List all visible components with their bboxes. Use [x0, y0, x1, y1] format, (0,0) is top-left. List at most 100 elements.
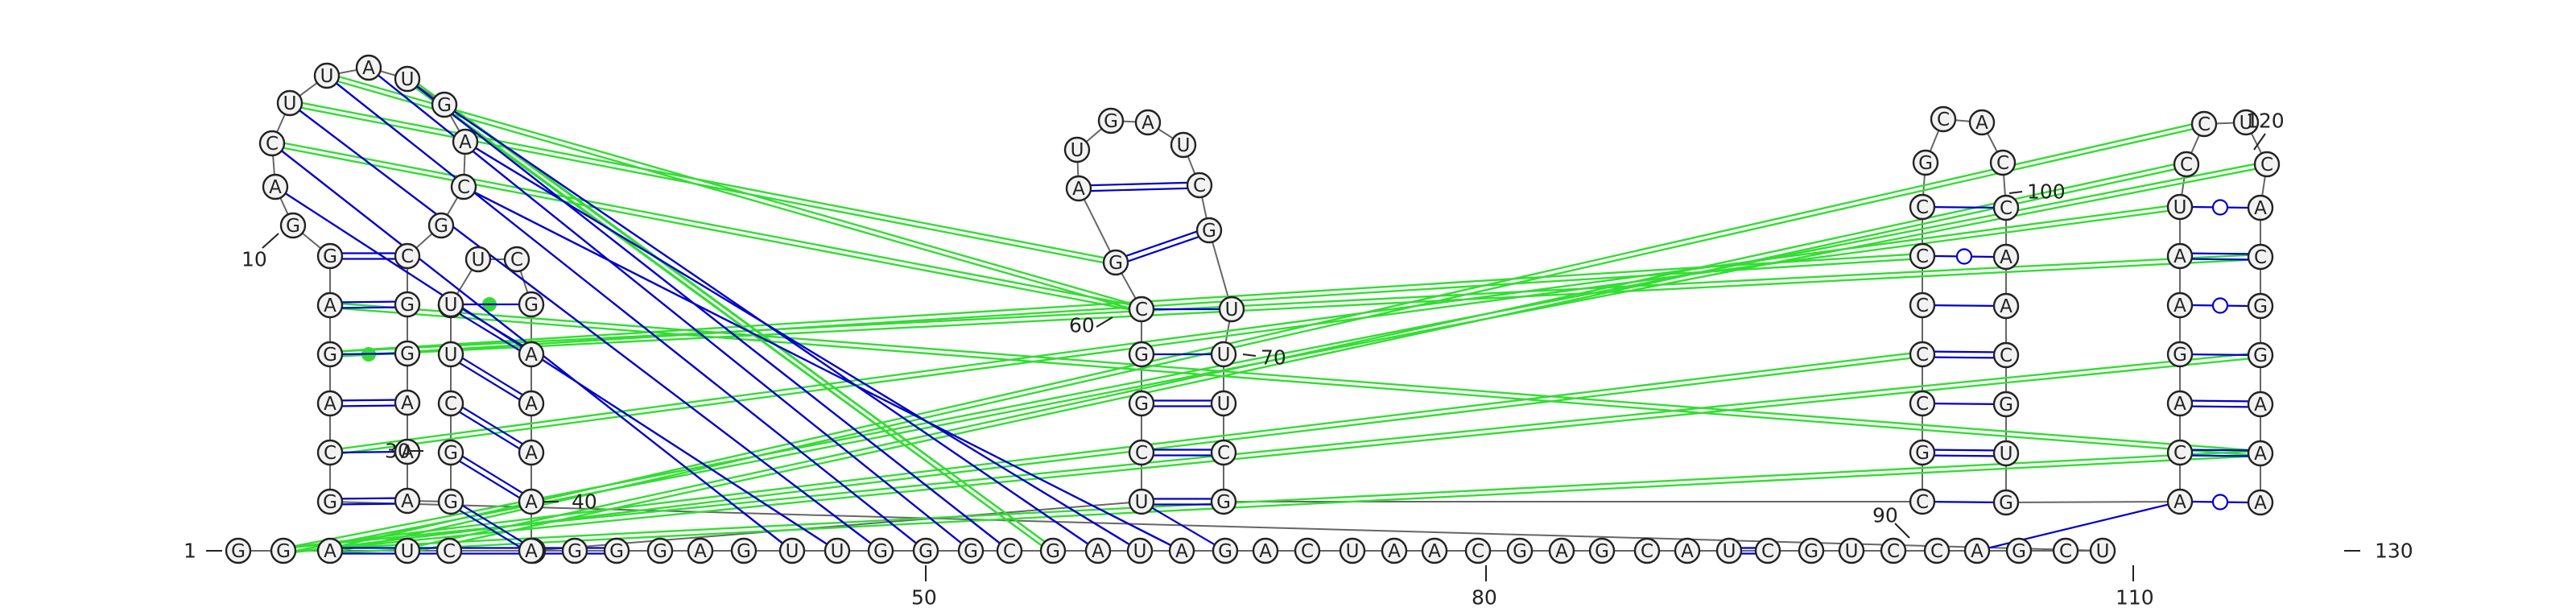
nucleotide: A — [394, 487, 421, 515]
nucleotide: U — [2089, 537, 2116, 564]
nucleotide: G — [394, 340, 421, 367]
nucleotide: U — [1170, 131, 1197, 159]
tertiary-interaction — [329, 120, 2205, 555]
svg-text:G: G — [1999, 395, 2013, 415]
nucleotide: U — [1838, 537, 1865, 564]
svg-text:G: G — [1104, 111, 1118, 132]
nucleotide: U — [1128, 488, 1155, 515]
nucleotide: C — [1210, 439, 1237, 466]
nucleotide: G — [1195, 217, 1223, 244]
position-number: 1 — [184, 540, 222, 563]
pseudoknot-pair — [275, 185, 838, 552]
nucleotide: A — [1065, 175, 1092, 202]
svg-text:C: C — [1472, 541, 1484, 562]
nucleotide-layer: GGAUCCGGGAGUUGGGCGAUAGACUAACGAGCAUCGUCCA… — [225, 54, 2281, 564]
position-number: 90 — [1872, 504, 1910, 539]
nucleotide: G — [912, 537, 939, 564]
nucleotide: G — [1992, 489, 2020, 516]
position-number: 110 — [2116, 565, 2154, 610]
base-pair — [1934, 403, 1995, 405]
svg-text:G: G — [524, 295, 539, 316]
nucleotide: C — [1128, 296, 1155, 323]
svg-text:U: U — [472, 250, 485, 271]
svg-text:U: U — [1845, 541, 1859, 562]
svg-text:U: U — [1135, 492, 1149, 513]
nucleotide: U — [1992, 440, 2020, 467]
svg-text:A: A — [2254, 493, 2267, 514]
nucleotide: G — [1798, 537, 1825, 564]
nucleotide: A — [518, 439, 545, 466]
nucleotide: G — [1210, 488, 1237, 515]
nucleotide: C — [1909, 193, 1936, 221]
nucleotide: A — [1992, 243, 2020, 271]
nucleotide: C — [2052, 537, 2079, 564]
nucleotide: C — [1909, 341, 1936, 368]
base-pair — [1151, 506, 1216, 546]
svg-text:A: A — [1555, 541, 1568, 562]
position-number: 60 — [1069, 314, 1113, 337]
base-pair — [1154, 449, 1212, 457]
wobble-pair — [2191, 199, 2249, 216]
svg-text:A: A — [2254, 395, 2267, 415]
svg-text:A: A — [2254, 444, 2267, 465]
nucleotide: U — [824, 537, 851, 564]
svg-text:U: U — [401, 541, 415, 562]
svg-text:A: A — [525, 345, 538, 366]
svg-text:A: A — [401, 491, 414, 512]
svg-text:A: A — [2174, 296, 2186, 316]
base-pair — [1154, 399, 1212, 407]
position-number: 30 — [385, 440, 423, 463]
nucleotide: U — [276, 89, 303, 117]
svg-text:A: A — [525, 492, 538, 513]
svg-text:U: U — [401, 69, 415, 90]
nucleotide: C — [1992, 341, 2020, 369]
nucleotide: G — [1097, 107, 1125, 134]
base-pair — [459, 308, 523, 352]
svg-text:U: U — [831, 541, 844, 562]
nucleotide: G — [561, 537, 588, 564]
svg-text:U: U — [1133, 541, 1147, 562]
svg-text:C: C — [1217, 443, 1230, 464]
nucleotide: U — [1210, 390, 1237, 417]
svg-text:C: C — [2254, 247, 2267, 268]
svg-text:G: G — [1218, 541, 1232, 562]
nucleotide: G — [316, 341, 344, 368]
svg-text:30: 30 — [385, 440, 411, 463]
svg-text:100: 100 — [2027, 180, 2066, 204]
nucleotide: C — [996, 537, 1023, 564]
base-pair — [1125, 230, 1199, 263]
svg-text:G: G — [434, 216, 448, 237]
nucleotide: A — [316, 537, 344, 564]
nucleotide: U — [1715, 537, 1743, 564]
nucleotide: C — [1930, 105, 1957, 133]
base-pair — [459, 504, 523, 548]
svg-text:U: U — [444, 295, 458, 316]
nucleotide: G — [2247, 292, 2274, 320]
nucleotide: C — [1992, 194, 2020, 221]
nucleotide: U — [437, 291, 464, 318]
svg-text:A: A — [1681, 541, 1694, 562]
nucleotide: G — [1992, 391, 2020, 418]
base-pair — [341, 451, 396, 453]
svg-text:U: U — [2174, 197, 2187, 218]
svg-text:A: A — [525, 443, 538, 464]
nucleotide: A — [355, 54, 382, 81]
nucleotide: A — [2166, 390, 2194, 417]
nucleotide: U — [437, 341, 464, 368]
nucleotide: A — [2247, 440, 2274, 467]
svg-text:A: A — [2174, 246, 2186, 267]
position-number: 40 — [544, 490, 597, 514]
position-number: 50 — [911, 565, 937, 610]
svg-text:90: 90 — [1872, 504, 1898, 527]
svg-text:A: A — [2000, 296, 2013, 317]
svg-text:G: G — [737, 541, 751, 562]
nucleotide: G — [1212, 537, 1239, 564]
svg-text:G: G — [400, 295, 415, 316]
nucleotide: A — [452, 128, 479, 155]
nucleotide: G — [730, 537, 758, 564]
nucleotide: U — [778, 537, 806, 564]
svg-text:G: G — [2253, 296, 2268, 317]
nucleotide: G — [1912, 149, 1939, 176]
